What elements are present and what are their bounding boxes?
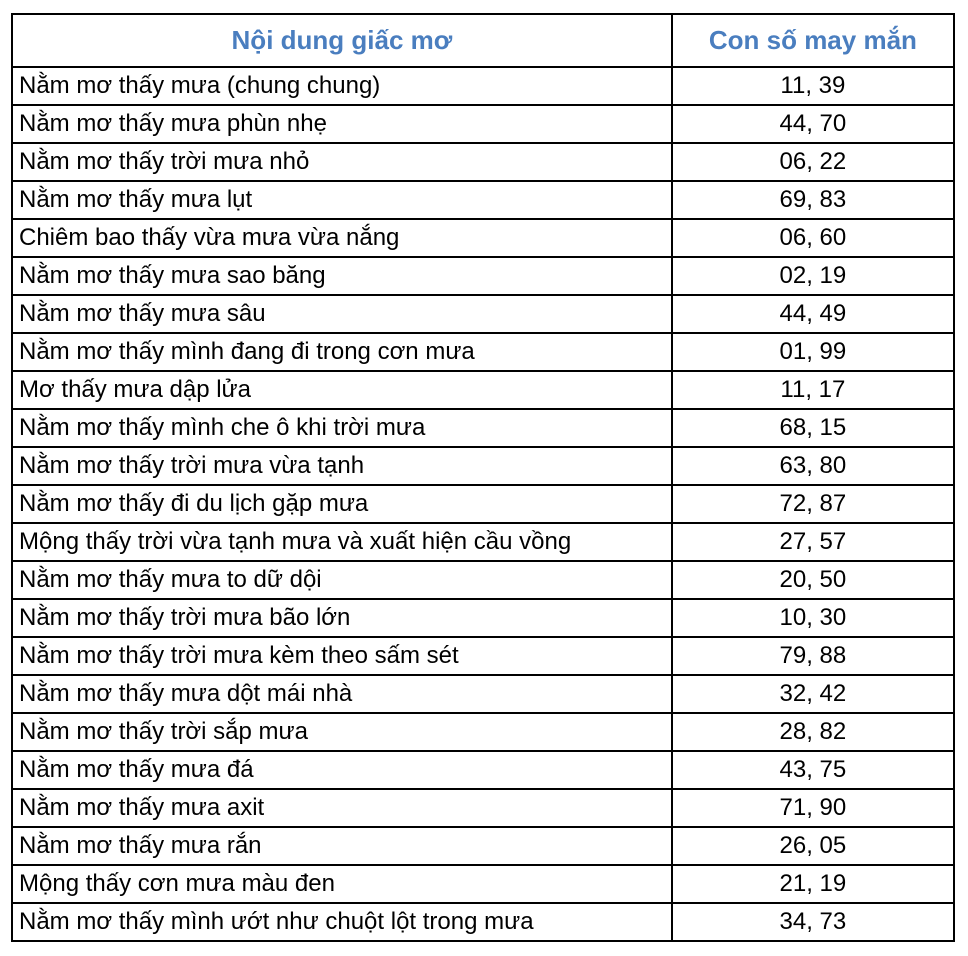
lucky-numbers: 11, 39: [670, 66, 956, 106]
lucky-numbers: 26, 05: [670, 826, 956, 866]
table-row: Mơ thấy mưa dập lửa 11, 17: [11, 370, 956, 410]
lucky-numbers: 34, 73: [670, 902, 956, 942]
lucky-numbers: 21, 19: [670, 864, 956, 904]
lucky-numbers: 44, 49: [670, 294, 956, 334]
lucky-numbers: 72, 87: [670, 484, 956, 524]
table-row: Nằm mơ thấy mưa (chung chung) 11, 39: [11, 66, 956, 106]
table-row: Nằm mơ thấy mưa đá 43, 75: [11, 750, 956, 790]
lucky-numbers: 71, 90: [670, 788, 956, 828]
lucky-numbers: 06, 22: [670, 142, 956, 182]
table-row: Nằm mơ thấy mưa lụt 69, 83: [11, 180, 956, 220]
table-header-row: Nội dung giấc mơ Con số may mắn: [11, 13, 956, 68]
dream-content: Nằm mơ thấy mình ướt như chuột lột trong…: [11, 902, 673, 942]
table-row: Nằm mơ thấy mưa sâu 44, 49: [11, 294, 956, 334]
lucky-numbers: 63, 80: [670, 446, 956, 486]
dream-content: Nằm mơ thấy trời mưa nhỏ: [11, 142, 673, 182]
table-row: Nằm mơ thấy mưa to dữ dội 20, 50: [11, 560, 956, 600]
table-row: Mộng thấy cơn mưa màu đen 21, 19: [11, 864, 956, 904]
dream-content: Nằm mơ thấy mình che ô khi trời mưa: [11, 408, 673, 448]
dream-content: Nằm mơ thấy trời mưa bão lớn: [11, 598, 673, 638]
table-row: Nằm mơ thấy mưa dột mái nhà 32, 42: [11, 674, 956, 714]
header-numbers: Con số may mắn: [670, 13, 956, 68]
lucky-numbers: 10, 30: [670, 598, 956, 638]
dream-numbers-table: Nội dung giấc mơ Con số may mắn Nằm mơ t…: [11, 13, 956, 942]
table-row: Nằm mơ thấy trời mưa nhỏ 06, 22: [11, 142, 956, 182]
table-row: Nằm mơ thấy mình đang đi trong cơn mưa 01…: [11, 332, 956, 372]
dream-content: Nằm mơ thấy mình đang đi trong cơn mưa: [11, 332, 673, 372]
dream-content: Nằm mơ thấy mưa sâu: [11, 294, 673, 334]
lucky-numbers: 44, 70: [670, 104, 956, 144]
dream-content: Nằm mơ thấy trời mưa vừa tạnh: [11, 446, 673, 486]
dream-content: Nằm mơ thấy mưa to dữ dội: [11, 560, 673, 600]
dream-content: Chiêm bao thấy vừa mưa vừa nắng: [11, 218, 673, 258]
lucky-numbers: 02, 19: [670, 256, 956, 296]
lucky-numbers: 68, 15: [670, 408, 956, 448]
lucky-numbers: 27, 57: [670, 522, 956, 562]
dream-content: Mộng thấy cơn mưa màu đen: [11, 864, 673, 904]
table-row: Nằm mơ thấy mưa sao băng 02, 19: [11, 256, 956, 296]
table-row: Nằm mơ thấy trời mưa kèm theo sấm sét 79,…: [11, 636, 956, 676]
table-row: Nằm mơ thấy mưa phùn nhẹ 44, 70: [11, 104, 956, 144]
lucky-numbers: 06, 60: [670, 218, 956, 258]
header-content: Nội dung giấc mơ: [11, 13, 673, 68]
dream-content: Nằm mơ thấy trời mưa kèm theo sấm sét: [11, 636, 673, 676]
dream-content: Nằm mơ thấy đi du lịch gặp mưa: [11, 484, 673, 524]
lucky-numbers: 43, 75: [670, 750, 956, 790]
table-row: Nằm mơ thấy mình che ô khi trời mưa 68, 1…: [11, 408, 956, 448]
table-row: Nằm mơ thấy trời mưa bão lớn 10, 30: [11, 598, 956, 638]
lucky-numbers: 11, 17: [670, 370, 956, 410]
lucky-numbers: 28, 82: [670, 712, 956, 752]
dream-content: Nằm mơ thấy mưa lụt: [11, 180, 673, 220]
table-row: Nằm mơ thấy đi du lịch gặp mưa 72, 87: [11, 484, 956, 524]
dream-content: Mơ thấy mưa dập lửa: [11, 370, 673, 410]
lucky-numbers: 69, 83: [670, 180, 956, 220]
lucky-numbers: 20, 50: [670, 560, 956, 600]
table-row: Nằm mơ thấy trời mưa vừa tạnh 63, 80: [11, 446, 956, 486]
dream-content: Nằm mơ thấy mưa dột mái nhà: [11, 674, 673, 714]
lucky-numbers: 01, 99: [670, 332, 956, 372]
table-row: Nằm mơ thấy mình ướt như chuột lột trong…: [11, 902, 956, 942]
dream-content: Nằm mơ thấy mưa đá: [11, 750, 673, 790]
lucky-numbers: 32, 42: [670, 674, 956, 714]
dream-content: Nằm mơ thấy mưa phùn nhẹ: [11, 104, 673, 144]
table-row: Mộng thấy trời vừa tạnh mưa và xuất hiện…: [11, 522, 956, 562]
dream-content: Mộng thấy trời vừa tạnh mưa và xuất hiện…: [11, 522, 673, 562]
dream-content: Nằm mơ thấy trời sắp mưa: [11, 712, 673, 752]
dream-content: Nằm mơ thấy mưa axit: [11, 788, 673, 828]
table-row: Nằm mơ thấy mưa axit 71, 90: [11, 788, 956, 828]
lucky-numbers: 79, 88: [670, 636, 956, 676]
dream-content: Nằm mơ thấy mưa rắn: [11, 826, 673, 866]
dream-content: Nằm mơ thấy mưa (chung chung): [11, 66, 673, 106]
dream-content: Nằm mơ thấy mưa sao băng: [11, 256, 673, 296]
table-row: Nằm mơ thấy mưa rắn 26, 05: [11, 826, 956, 866]
table-row: Nằm mơ thấy trời sắp mưa 28, 82: [11, 712, 956, 752]
table-row: Chiêm bao thấy vừa mưa vừa nắng 06, 60: [11, 218, 956, 258]
